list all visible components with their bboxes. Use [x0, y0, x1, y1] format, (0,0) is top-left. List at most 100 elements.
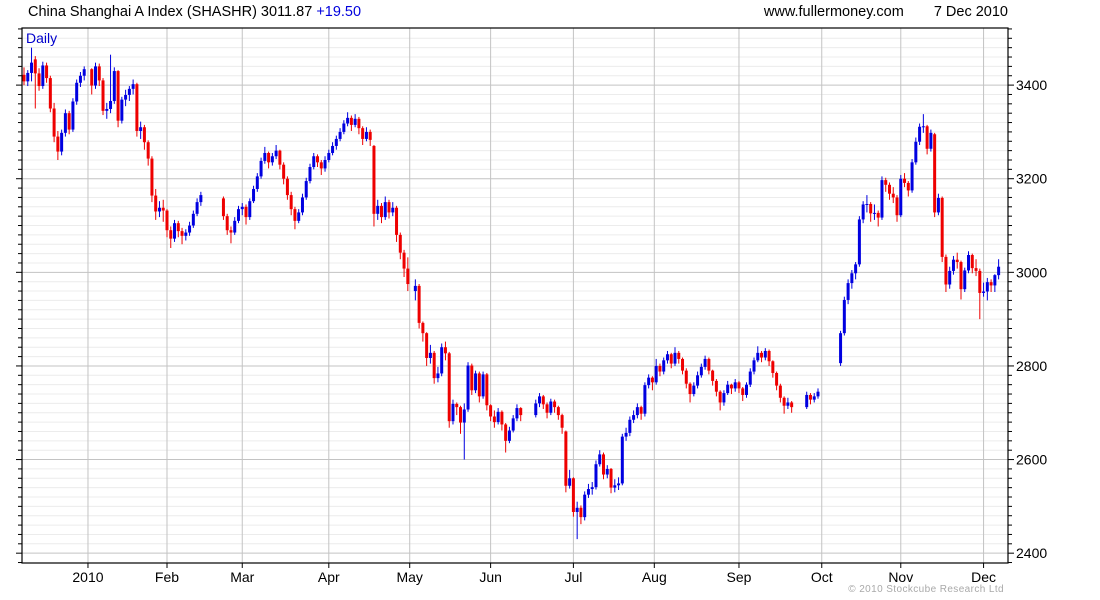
candle-up — [914, 141, 918, 163]
page-title: China Shanghai A Index (SHASHR) 3011.87 … — [28, 4, 361, 20]
candle-up — [364, 131, 368, 139]
y-axis-ticks — [16, 28, 1014, 564]
candle-up — [997, 266, 1001, 276]
chart-date: 7 Dec 2010 — [933, 4, 1008, 20]
candle-up — [30, 62, 34, 73]
candle-down — [447, 353, 451, 422]
candle-up — [635, 407, 639, 416]
candle-down — [417, 285, 421, 323]
candle-up — [549, 401, 553, 413]
candle-up — [910, 162, 914, 191]
candle-down — [553, 401, 557, 408]
candle-down — [398, 234, 402, 253]
candle-down — [135, 84, 139, 131]
candle-down — [142, 127, 146, 143]
candle-up — [722, 393, 726, 403]
candle-up — [173, 223, 177, 239]
candle-up — [327, 152, 331, 160]
candle-down — [541, 396, 545, 405]
candle-up — [643, 385, 647, 414]
candle-down — [891, 193, 895, 198]
svg-text:3400: 3400 — [1016, 77, 1047, 93]
candle-down — [244, 206, 248, 218]
candle-down — [406, 268, 410, 285]
candle-down — [425, 333, 429, 358]
candle-down — [395, 207, 399, 235]
candle-up — [270, 156, 274, 163]
candle-down — [229, 230, 233, 233]
candle-up — [75, 82, 79, 102]
candle-up — [605, 468, 609, 475]
candle-up — [131, 84, 135, 89]
candle-down — [146, 142, 150, 159]
svg-text:2600: 2600 — [1016, 452, 1047, 468]
candle-down — [489, 405, 493, 417]
candle-up — [236, 209, 240, 221]
price-change: +19.50 — [316, 4, 362, 20]
candle-up — [124, 94, 128, 100]
candle-up — [188, 225, 192, 233]
y-axis-labels: 2400 2600 2800 3000 3200 3400 — [1016, 77, 1047, 561]
candle-up — [842, 299, 846, 334]
candle-down — [319, 162, 323, 169]
candle-down — [432, 352, 436, 379]
candle-down — [933, 134, 937, 213]
candle-up — [297, 212, 301, 221]
candle-down — [677, 352, 681, 359]
candle-up — [628, 419, 632, 433]
candle-down — [925, 126, 929, 149]
candle-down — [669, 354, 673, 364]
candle-down — [688, 383, 692, 395]
candle-down — [771, 361, 775, 373]
candle-up — [78, 75, 82, 83]
candle-down — [282, 164, 286, 179]
candle-up — [982, 291, 986, 293]
candle-up — [948, 270, 952, 285]
candle-up — [744, 384, 748, 395]
candle-up — [383, 202, 387, 218]
candle-up — [620, 436, 624, 484]
candle-up — [594, 464, 598, 488]
svg-text:3200: 3200 — [1016, 171, 1047, 187]
candle-down — [225, 216, 229, 231]
candle-up — [583, 494, 587, 518]
candle-up — [376, 205, 380, 214]
candle-down — [368, 131, 372, 140]
instrument-title: China Shanghai A Index (SHASHR) 3011.87 — [28, 4, 317, 20]
candle-up — [861, 204, 865, 220]
candle-down — [940, 197, 944, 257]
svg-text:Sep: Sep — [727, 569, 752, 585]
candle-up — [703, 358, 707, 367]
candle-down — [285, 178, 289, 196]
candle-up — [575, 507, 579, 512]
candle-down — [955, 259, 959, 263]
candle-up — [854, 264, 858, 274]
candle-down — [556, 407, 560, 416]
svg-text:2010: 2010 — [72, 569, 103, 585]
candle-up — [918, 126, 922, 142]
candle-down — [741, 388, 745, 395]
x-axis-ticks — [87, 563, 985, 568]
candle-up — [816, 391, 820, 397]
candle-up — [699, 366, 703, 376]
candle-up — [312, 156, 316, 168]
candle-up — [748, 371, 752, 385]
candle-up — [951, 259, 955, 271]
candle-up — [850, 273, 854, 284]
svg-text:Oct: Oct — [811, 569, 833, 585]
candle-up — [726, 384, 730, 394]
candle-down — [387, 202, 391, 213]
candle-down — [455, 403, 459, 408]
candle-up — [511, 418, 515, 431]
candles — [22, 47, 1001, 540]
candle-up — [763, 350, 767, 358]
candle-down — [293, 209, 297, 221]
candle-up — [112, 71, 116, 102]
candle-up — [632, 415, 636, 420]
candle-up — [993, 275, 997, 286]
candle-up — [26, 72, 30, 82]
candle-up — [195, 202, 199, 214]
candle-up — [590, 487, 594, 490]
